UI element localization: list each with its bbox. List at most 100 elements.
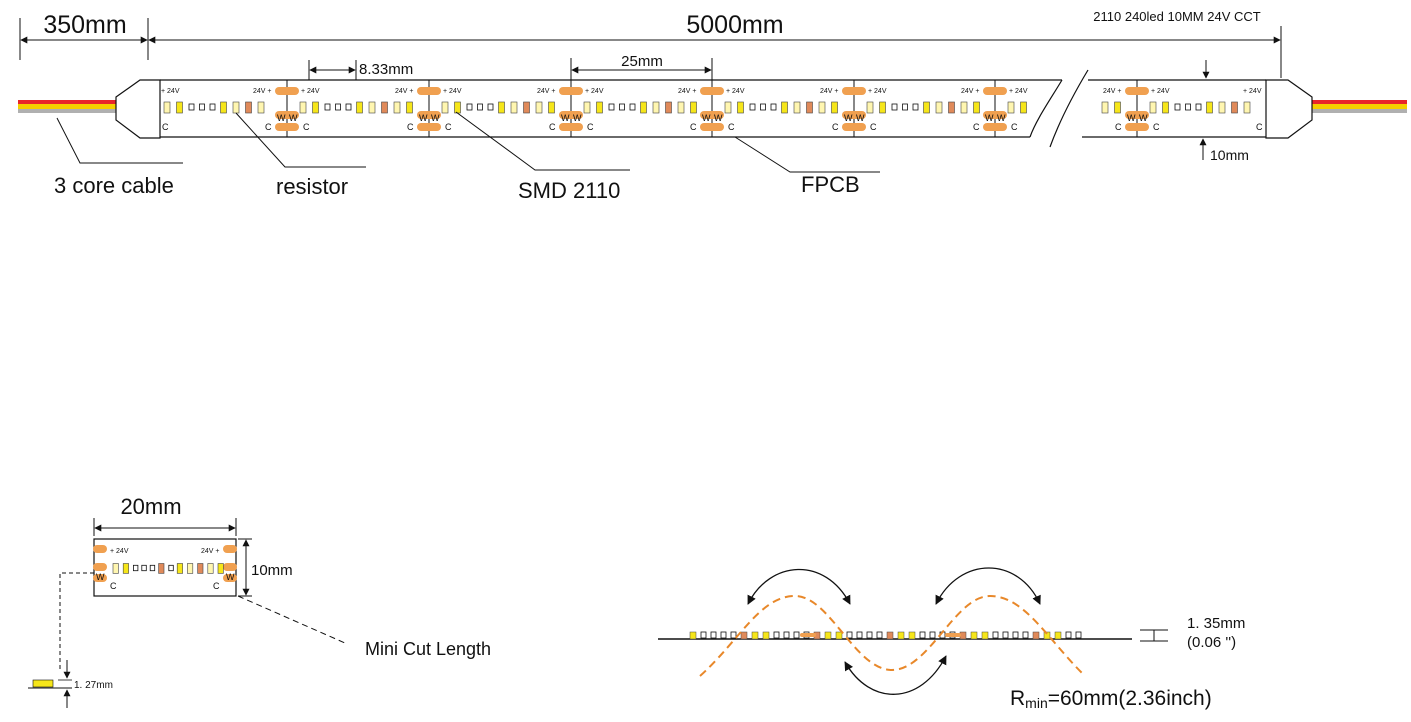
led-chip xyxy=(122,563,129,574)
solder-pad xyxy=(559,87,583,95)
pad-label: W xyxy=(844,113,853,123)
strip-width-label: 10mm xyxy=(1210,147,1249,163)
led-chip xyxy=(1043,631,1051,640)
led-chip xyxy=(220,101,227,114)
led-chip xyxy=(454,101,461,114)
led-chip xyxy=(973,101,980,114)
led-chip xyxy=(1243,101,1251,114)
solder-pad xyxy=(275,87,299,95)
cut-pitch-label: 25mm xyxy=(621,53,663,70)
led-chip xyxy=(1218,101,1226,114)
mini-thickness-label: 1. 27mm xyxy=(74,680,113,691)
pad-label: C xyxy=(303,122,310,132)
led-chip xyxy=(441,101,449,114)
led-chip xyxy=(1101,101,1109,114)
resistor-label: resistor xyxy=(276,174,348,199)
top-led-row xyxy=(163,101,1251,114)
bend-arrow-top-right xyxy=(935,567,1041,605)
led-chip xyxy=(1162,101,1169,114)
resistor xyxy=(876,631,883,639)
resistor xyxy=(1231,101,1238,114)
resistor xyxy=(1012,631,1019,639)
pad-label: + 24V xyxy=(1243,88,1262,95)
pad-label: W xyxy=(419,113,428,123)
bend-arrow-bottom xyxy=(844,655,947,695)
resistor xyxy=(720,631,727,639)
pad-label: W xyxy=(1139,113,1148,123)
led-chip xyxy=(1020,101,1027,114)
resistor xyxy=(245,101,252,114)
pad-label: W xyxy=(431,113,440,123)
solder-pad xyxy=(842,111,866,119)
led-chip xyxy=(163,101,171,114)
resistor xyxy=(992,631,999,639)
led-chip xyxy=(835,631,843,640)
led-chip xyxy=(737,101,744,114)
resistor xyxy=(188,103,195,111)
pad-label: C xyxy=(162,122,169,132)
led-chip xyxy=(1149,101,1157,114)
resistor xyxy=(846,631,853,639)
resistor xyxy=(710,631,717,639)
led-chip xyxy=(960,101,968,114)
mini-width-label: 10mm xyxy=(251,562,293,579)
pad-label: 24V + xyxy=(820,88,839,95)
resistor xyxy=(487,103,494,111)
resistor xyxy=(783,631,790,639)
pad-label: 24V + xyxy=(253,88,272,95)
pad-label: W xyxy=(997,113,1006,123)
pad-label: C xyxy=(973,122,980,132)
led-chip xyxy=(232,101,240,114)
cable-length-dimension: 350mm xyxy=(19,11,149,60)
resistor xyxy=(912,103,919,111)
cut-pitch-dimension: 25mm xyxy=(570,53,713,80)
pad-label: + 24V xyxy=(443,88,462,95)
led-chip xyxy=(257,101,265,114)
led-chip xyxy=(866,101,874,114)
pad-label: 24V + xyxy=(1103,88,1122,95)
solder-pad xyxy=(93,545,107,553)
resistor xyxy=(1195,103,1202,111)
pad-label: W xyxy=(289,113,298,123)
pad-label: C xyxy=(690,122,697,132)
led-pitch-label: 8.33mm xyxy=(359,61,413,78)
led-chip xyxy=(356,101,363,114)
pad-label: C xyxy=(832,122,839,132)
bend-section: 1. 35mm (0.06 '') Rmin=60mm(2.36inch) xyxy=(658,567,1245,711)
led-chip xyxy=(207,563,214,574)
pad-label: + 24V xyxy=(868,88,887,95)
led-pitch-dimension: 8.33mm xyxy=(308,60,413,80)
solder-pad xyxy=(93,563,107,571)
solder-pad xyxy=(983,123,1007,131)
resistor xyxy=(345,103,352,111)
pad-label: 24V + xyxy=(678,88,697,95)
led-chip xyxy=(1032,631,1040,640)
pad-label: + 24V xyxy=(110,548,129,555)
led-chip xyxy=(879,101,886,114)
resistor xyxy=(381,101,388,114)
led-chip xyxy=(935,101,943,114)
resistor xyxy=(335,103,341,111)
solder-pad xyxy=(1125,87,1149,95)
led-chip xyxy=(176,101,183,114)
pad-label: W xyxy=(561,113,570,123)
solder-pad xyxy=(559,111,583,119)
solder-pad xyxy=(842,123,866,131)
pad-label: W xyxy=(277,113,286,123)
solder-pad xyxy=(700,111,724,119)
led-chip xyxy=(677,101,685,114)
led-chip xyxy=(781,101,788,114)
pad-label: C xyxy=(728,122,735,132)
resistor xyxy=(158,563,165,574)
pad-label: 24V + xyxy=(961,88,980,95)
top-strip-section: 350mm 5000mm 2110 240led 10MM 24V CCT 8.… xyxy=(18,9,1407,203)
pad-label: W xyxy=(573,113,582,123)
led-chip xyxy=(689,631,697,640)
led-chip xyxy=(393,101,401,114)
resistor xyxy=(209,103,216,111)
cable-length-label: 350mm xyxy=(43,11,126,39)
resistor xyxy=(197,563,204,574)
